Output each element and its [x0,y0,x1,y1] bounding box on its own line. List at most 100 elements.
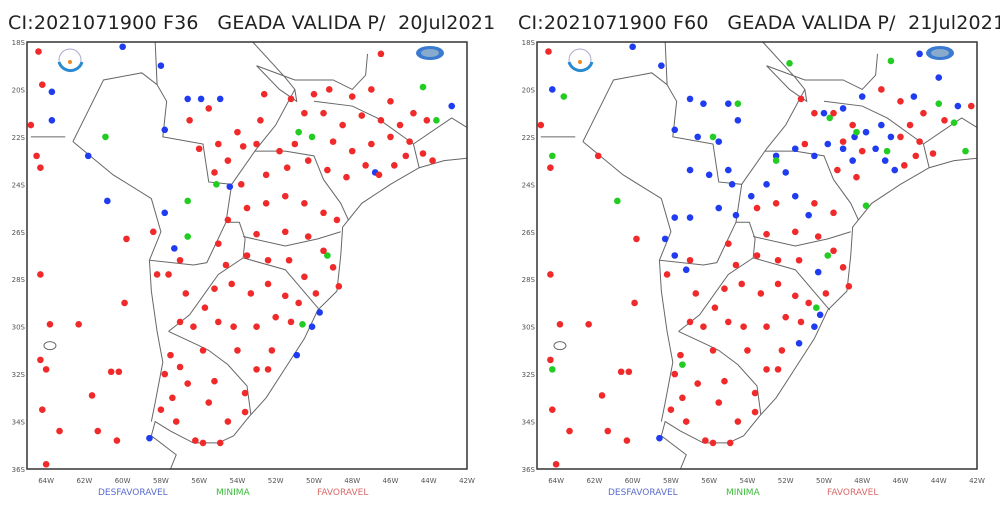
station-point-favoravel [715,399,723,406]
station-point-favoravel [276,147,283,155]
station-point-favoravel [157,406,165,413]
station-point-favoravel [402,152,410,160]
station-point-favoravel [740,323,747,330]
legend-favoravel: FAVORAVEL [827,488,879,498]
border-line [741,89,806,185]
station-point-favoravel [216,439,224,447]
station-point-favoravel [920,109,927,117]
station-point-favoravel [732,261,740,269]
station-point-desfavoravel [715,138,723,145]
y-tick-label: 36S [12,466,26,474]
station-point-favoravel [834,166,841,174]
station-point-favoravel [929,150,937,157]
station-point-favoravel [709,439,717,447]
station-point-desfavoravel [795,339,803,347]
station-point-minima [433,116,440,124]
border-line [753,257,831,311]
station-point-favoravel [291,140,299,148]
border-line [762,41,879,103]
border-line [150,157,468,470]
station-point-favoravel [549,406,556,413]
station-point-favoravel [721,285,728,293]
station-point-desfavoravel [184,95,191,103]
station-point-desfavoravel [686,166,694,174]
station-point-favoravel [377,50,385,58]
station-point-favoravel [348,147,356,155]
x-tick-label: 56W [191,477,207,485]
station-point-desfavoravel [671,214,679,221]
station-point-desfavoravel [686,214,694,221]
x-tick-label: 60W [115,477,131,485]
station-point-favoravel [726,439,734,447]
station-point-favoravel [228,280,235,288]
station-point-favoravel [358,112,366,119]
y-tick-label: 28S [522,276,536,284]
station-point-favoravel [257,116,264,124]
x-tick-label: 58W [663,477,679,485]
station-point-favoravel [763,366,770,373]
station-point-minima [862,202,870,209]
x-tick-label: 64W [38,477,54,485]
station-point-minima [826,114,833,122]
y-tick-label: 34S [12,419,26,427]
station-point-favoravel [396,121,404,129]
x-tick-label: 44W [421,477,437,485]
station-point-favoravel [721,377,728,385]
border-line [148,260,164,422]
x-tick-label: 54W [740,477,756,485]
station-point-favoravel [711,304,719,311]
station-point-favoravel [215,240,222,247]
station-point-favoravel [391,162,398,169]
legend-desfavoravel: DESFAVORAVEL [98,488,168,498]
station-point-desfavoravel [725,166,732,174]
station-point-desfavoravel [910,93,918,100]
border-line [660,157,978,470]
station-point-favoravel [906,121,914,129]
station-point-favoravel [839,138,847,145]
station-point-favoravel [633,235,640,243]
station-point-favoravel [260,90,268,98]
station-point-favoravel [224,418,232,425]
legend-minima: MINIMA [726,488,760,498]
station-point-favoravel [537,121,545,129]
station-point-favoravel [301,200,308,207]
station-point-desfavoravel [48,88,56,96]
station-point-minima [295,128,302,136]
y-tick-label: 18S [522,39,536,47]
x-tick-label: 48W [854,477,870,485]
station-point-minima [560,93,568,100]
station-point-favoravel [121,299,128,307]
station-point-desfavoravel [732,211,740,219]
station-point-minima [950,119,958,126]
station-point-favoravel [205,105,213,112]
station-point-minima [614,197,621,205]
station-point-desfavoravel [119,43,126,51]
station-point-favoravel [686,318,694,326]
station-point-favoravel [253,140,260,148]
station-point-favoravel [774,366,782,373]
border-line [243,231,341,247]
map-title: CI:2021071900 F60 GEADA VALIDA P/ 21Jul2… [518,12,1000,34]
y-tick-label: 20S [522,86,536,94]
station-point-favoravel [224,216,232,224]
station-point-favoravel [310,90,318,98]
station-point-favoravel [169,394,176,402]
station-point-desfavoravel [862,128,870,136]
station-point-favoravel [241,389,249,397]
legend-minima: MINIMA [216,488,250,498]
station-point-desfavoravel [705,171,713,179]
border-line [664,41,756,332]
lake-outline [43,341,57,351]
station-point-minima [549,152,556,160]
station-point-favoravel [39,406,46,413]
y-tick-label: 30S [522,324,536,332]
x-tick-label: 58W [153,477,169,485]
station-point-desfavoravel [448,102,455,110]
station-point-favoravel [33,152,40,160]
station-point-favoravel [368,140,375,148]
station-point-favoravel [272,313,279,321]
station-point-favoravel [56,427,63,435]
station-point-favoravel [211,285,218,293]
y-tick-label: 22S [12,134,26,142]
border-line [313,100,420,168]
